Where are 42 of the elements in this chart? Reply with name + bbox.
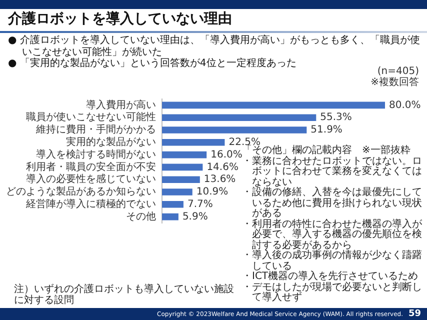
bar xyxy=(162,151,207,158)
text: 注）いずれの介護ロボットも導入していない施設に対する設問 xyxy=(14,284,235,306)
text: ・デモはしたが現場で必要ないと判断して導入せず xyxy=(242,282,423,304)
y-tick-label: 経営陣が導入に積極的でない xyxy=(25,198,156,210)
data-label: 80.0% xyxy=(389,100,421,111)
y-tick-label: その他 xyxy=(126,210,156,222)
data-label: 7.7% xyxy=(187,198,213,210)
bar xyxy=(162,126,307,134)
annotation: ・業務に合わせたロボットではない。ロボットに合わせて業務を変えなくてはならない xyxy=(242,156,423,188)
data-label: 16.0% xyxy=(210,149,242,160)
data-label: 13.6% xyxy=(204,174,236,186)
text: ・導入後の成功事例の情報が少なく躊躇している xyxy=(242,250,423,272)
text: ※複数回答 xyxy=(370,77,419,88)
y-tick-label: 導入費用が高い xyxy=(86,98,156,111)
annotation: 「その他」欄の記載内容 ※一部抜粋 xyxy=(242,145,412,156)
bar xyxy=(162,200,184,208)
text: ● 介護ロボットを導入していない理由は、「導入費用が高い」がもっとも多く、「職員が使いこなせない可能性」が続いた xyxy=(8,35,420,58)
y-tick-label: 職員が使いこなせない可能性 xyxy=(26,111,156,124)
chart-title: 介護ロボットを導入していない理由 xyxy=(8,10,232,29)
y-tick-label: 導入の必要性を感じていない xyxy=(26,173,156,186)
bar xyxy=(162,188,192,196)
data-label: 51.9% xyxy=(310,124,342,136)
text: ● 「実用的な製品がない」という回答数が4位と一定程度あった xyxy=(8,58,296,69)
annotation: ・設備の修繕、入替を今は最優先にしているため他に費用を掛けられない現状がある xyxy=(242,187,423,219)
text: ・ICT機器の導入を先行させているため xyxy=(242,271,420,282)
bar xyxy=(162,164,203,171)
bar xyxy=(162,176,200,184)
annotation: ・利用者の特性に合わせた機器の導入が必要で、導入する機器の優先順位を検討する必要があるから xyxy=(242,218,423,250)
y-tick-label: 利用者・職員の安全面が不安 xyxy=(26,160,156,173)
bar xyxy=(162,102,385,109)
y-tick-label: 導入を検討する時間がない xyxy=(36,148,156,160)
text: (n=405) xyxy=(376,66,419,77)
bar xyxy=(162,213,178,220)
data-label: 55.3% xyxy=(320,112,352,124)
bar xyxy=(162,114,316,122)
y-tick-label: 維持に費用・手間がかかる xyxy=(35,124,156,136)
y-tick-label: 実用的な製品がない xyxy=(66,136,156,148)
data-label: 14.6% xyxy=(206,162,238,173)
data-label: 10.9% xyxy=(196,186,228,198)
bar xyxy=(162,138,225,146)
y-tick-label: どのような製品があるか知らない xyxy=(6,186,156,198)
data-label: 5.9% xyxy=(182,211,208,222)
